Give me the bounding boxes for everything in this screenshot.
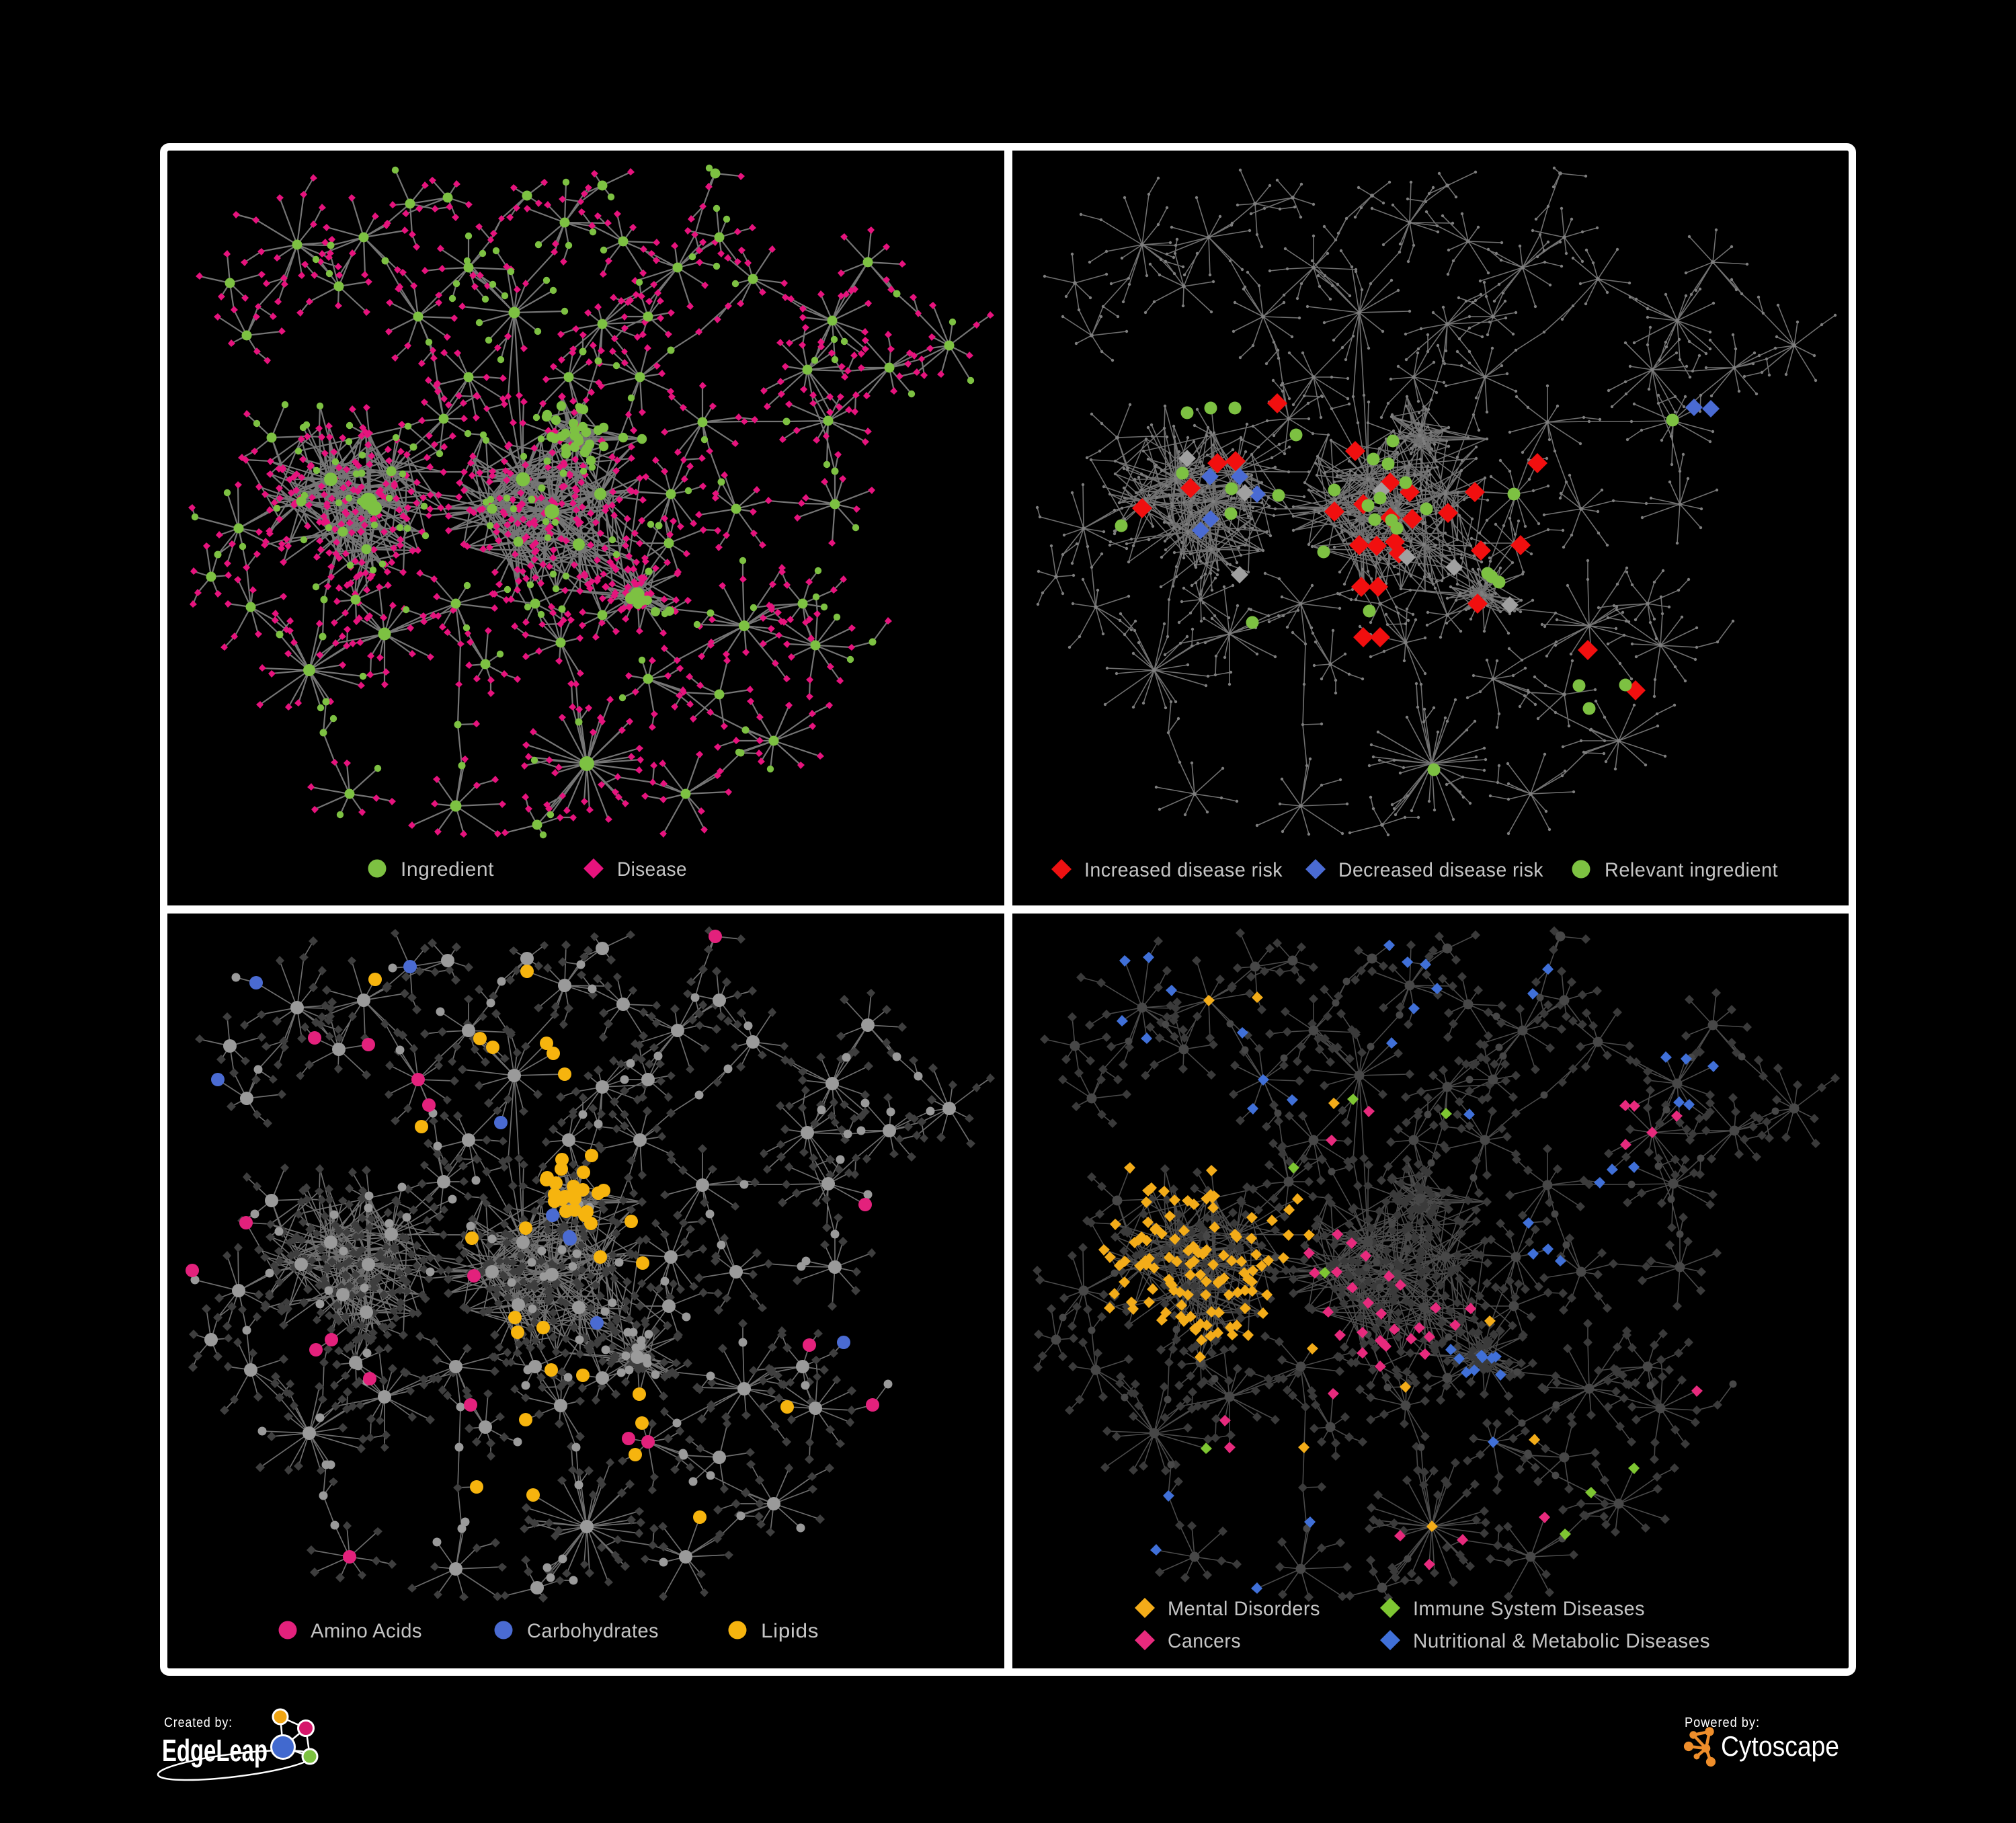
svg-text:EdgeLeap: EdgeLeap [162,1733,268,1768]
svg-text:Powered by:: Powered by: [1685,1715,1760,1730]
svg-text:Decreased disease risk: Decreased disease risk [1338,859,1543,881]
svg-text:Nutritional & Metabolic Diseas: Nutritional & Metabolic Diseases [1413,1630,1710,1652]
svg-text:Relevant ingredient: Relevant ingredient [1605,859,1778,881]
svg-text:Ingredient: Ingredient [401,858,494,881]
svg-text:Amino Acids: Amino Acids [311,1620,422,1642]
svg-text:Carbohydrates: Carbohydrates [527,1620,659,1642]
svg-text:Disease: Disease [617,858,687,881]
svg-text:Immune System Diseases: Immune System Diseases [1413,1598,1645,1620]
svg-text:Cancers: Cancers [1168,1630,1241,1652]
svg-text:Mental Disorders: Mental Disorders [1168,1598,1320,1620]
svg-text:Increased disease risk: Increased disease risk [1084,859,1283,881]
svg-text:Cytoscape: Cytoscape [1721,1730,1839,1762]
svg-text:Lipids: Lipids [761,1620,819,1642]
svg-text:Created by:: Created by: [164,1715,233,1730]
